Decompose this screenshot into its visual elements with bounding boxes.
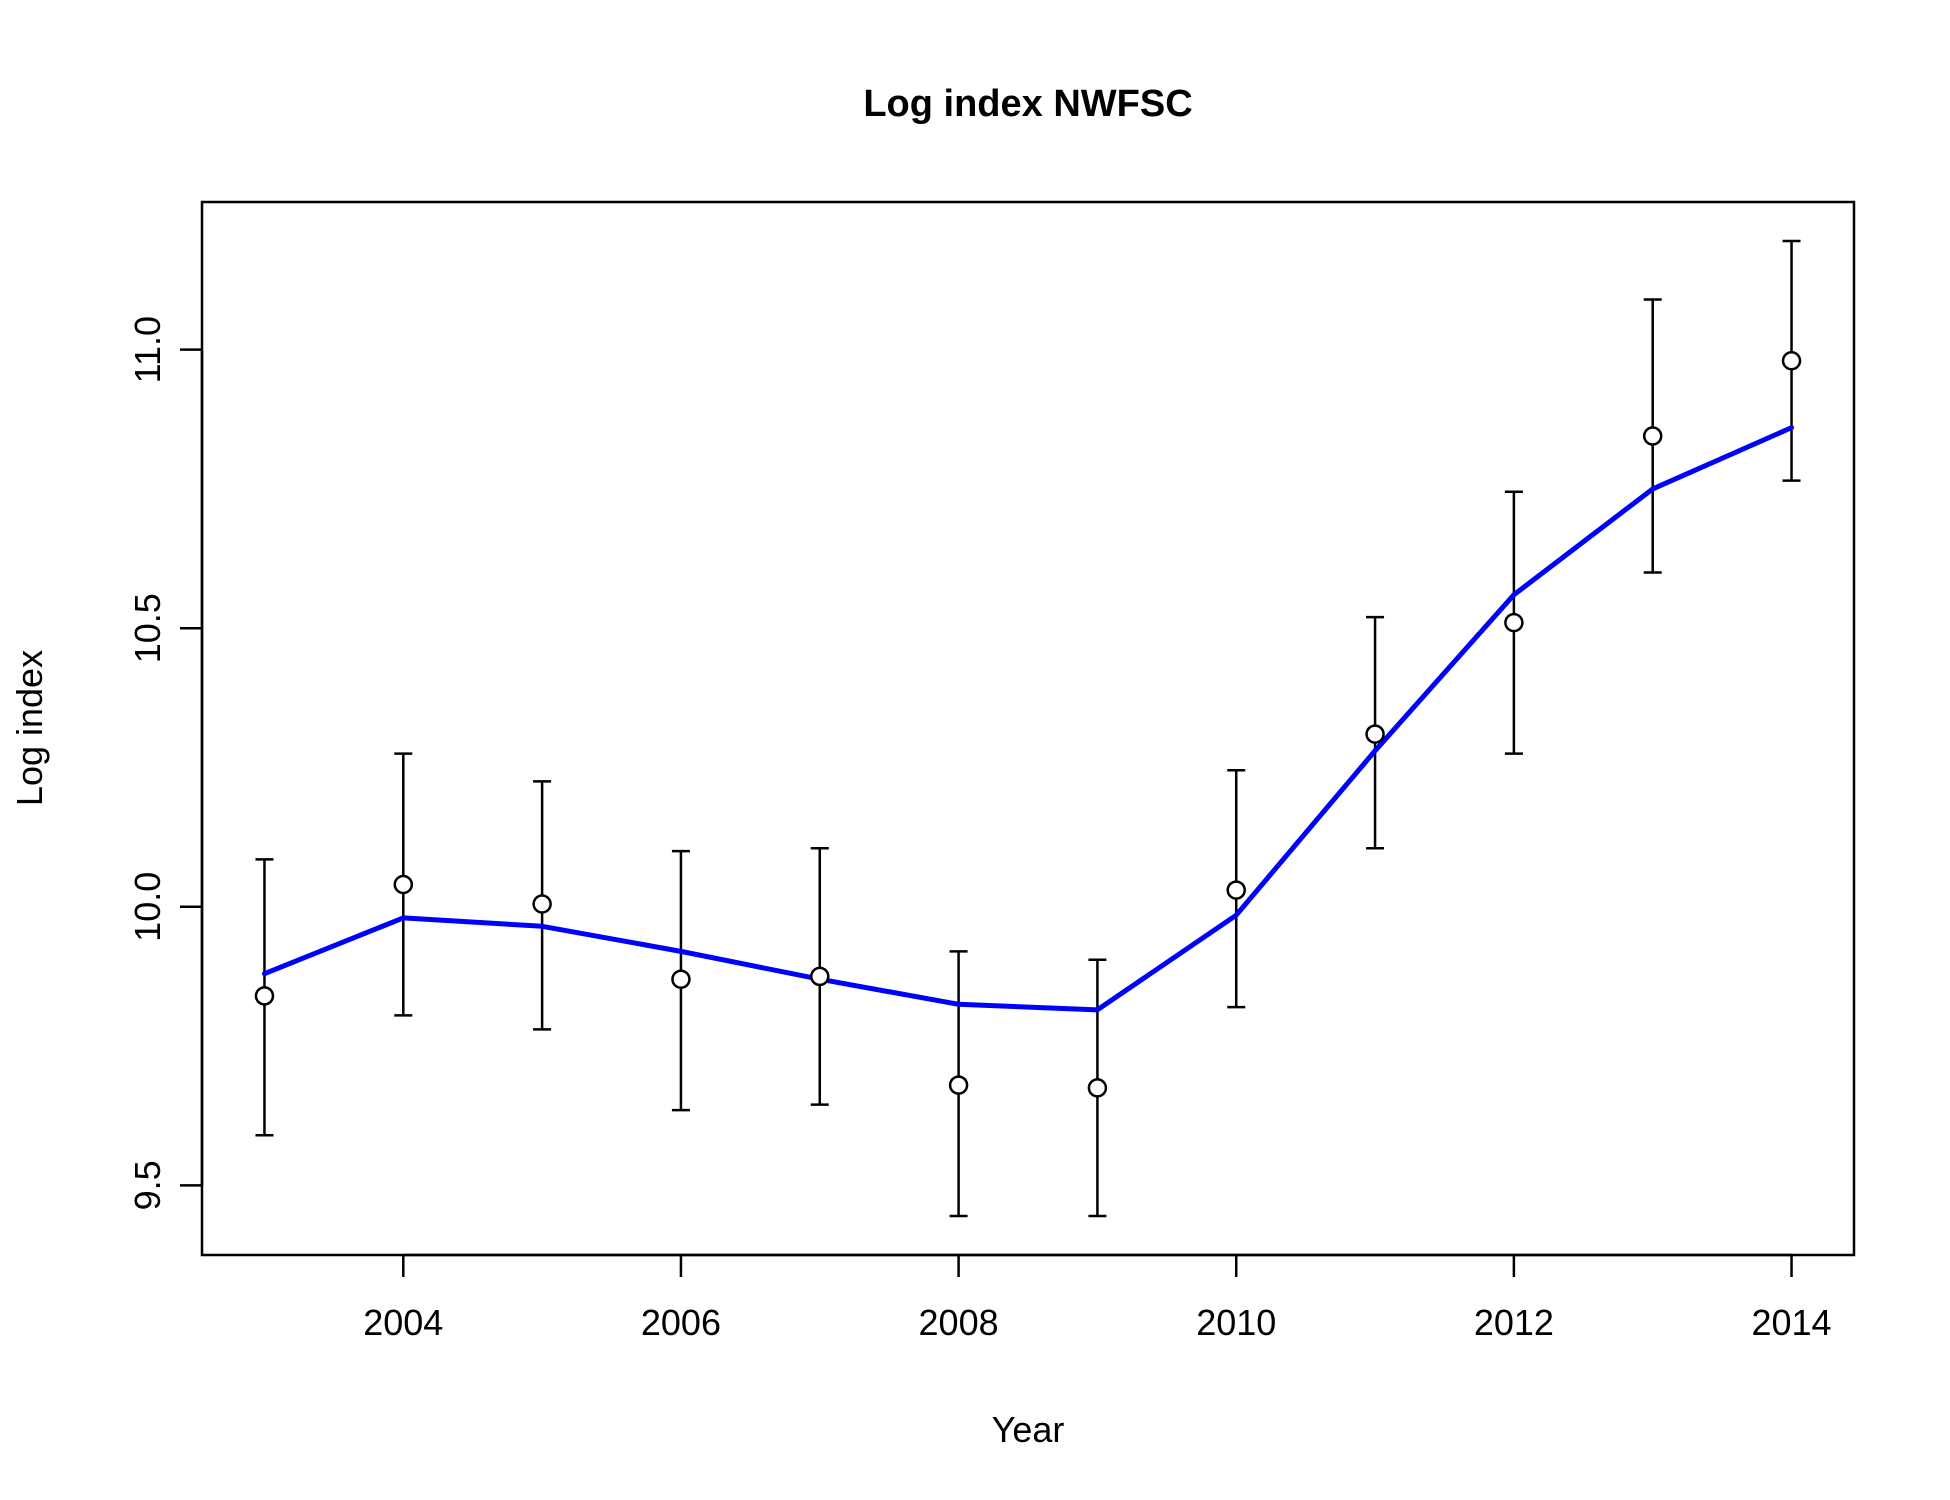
x-tick-label: 2008 <box>919 1302 999 1343</box>
data-point <box>1087 1078 1108 1098</box>
x-tick-label: 2004 <box>363 1302 443 1343</box>
x-tick-label: 2014 <box>1751 1302 1831 1343</box>
x-axis-title: Year <box>992 1409 1065 1450</box>
y-axis: 9.5 10.0 10.5 11.0 <box>127 316 204 1210</box>
x-tick-label: 2006 <box>641 1302 721 1343</box>
x-tick-label: 2012 <box>1474 1302 1554 1343</box>
observed-series <box>254 351 1802 1098</box>
x-axis: 2004 2006 2008 2010 2012 2014 <box>363 1253 1832 1343</box>
data-point <box>254 986 275 1006</box>
data-point <box>1504 612 1524 633</box>
y-axis-title: Log index <box>9 650 50 806</box>
expected-line <box>261 425 1795 1013</box>
data-point <box>671 969 691 989</box>
y-tick-label: 10.0 <box>127 872 168 942</box>
chart-title: Log index NWFSC <box>863 83 1192 125</box>
y-tick-label: 9.5 <box>127 1160 168 1210</box>
y-tick-label: 11.0 <box>127 316 168 383</box>
y-tick-label: 10.5 <box>127 593 168 663</box>
data-point <box>1781 351 1802 371</box>
data-point <box>948 1075 969 1095</box>
plot-frame <box>200 200 1856 1257</box>
error-bars <box>255 239 1801 1218</box>
expected-series <box>261 425 1795 1013</box>
data-point <box>1642 426 1663 446</box>
data-point <box>393 874 414 895</box>
data-point <box>532 894 552 914</box>
data-point <box>1226 880 1246 900</box>
data-point <box>810 966 830 987</box>
data-point <box>1365 724 1385 744</box>
x-tick-label: 2010 <box>1196 1302 1276 1343</box>
